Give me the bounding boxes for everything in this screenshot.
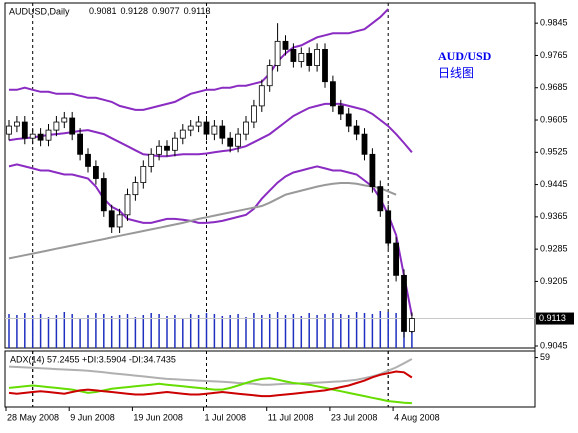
candle-body — [219, 125, 226, 139]
candle-body — [274, 40, 281, 66]
x-tick-label: 19 Jun 2008 — [133, 412, 183, 422]
candle-body — [195, 121, 202, 127]
candle-body — [361, 133, 368, 155]
y-tick-label: 0.9765 — [540, 50, 568, 60]
candle-body — [227, 137, 234, 147]
candle-body — [266, 65, 273, 87]
candle-body — [337, 105, 344, 115]
candle-body — [369, 153, 376, 187]
candle-body — [148, 153, 155, 167]
candle-body — [61, 117, 68, 123]
x-tick-label: 1 Jul 2008 — [205, 412, 247, 422]
candle-body — [179, 129, 186, 139]
ohlc-high: 0.9128 — [121, 6, 149, 16]
ohlc-values: 0.9081 0.9128 0.9077 0.9113 — [89, 6, 210, 16]
y-tick-label: 0.9845 — [540, 18, 568, 28]
sub-plot — [8, 358, 413, 405]
y-tick-label: 0.9605 — [540, 114, 568, 124]
x-tick-label: 4 Aug 2008 — [394, 412, 440, 422]
indicator-title: ADX(14) 57.2455 +DI:3.5904 -DI:34.7435 — [10, 354, 176, 364]
candle-body — [156, 145, 163, 155]
candle-body — [45, 129, 52, 141]
candle-body — [203, 121, 210, 135]
candle-body — [21, 121, 28, 139]
candle-body — [132, 182, 139, 196]
y-tick-label: 0.9445 — [540, 179, 568, 189]
x-tick-label: 28 May 2008 — [7, 412, 59, 422]
candle-body — [69, 117, 76, 135]
adx-line — [8, 358, 413, 386]
candle-body — [298, 53, 305, 62]
ohlc-low: 0.9077 — [152, 6, 180, 16]
y-tick-label: 0.9285 — [540, 244, 568, 254]
candle-body — [93, 166, 99, 179]
y-tick-label: 0.9045 — [540, 340, 568, 350]
x-tick-label: 11 Jul 2008 — [268, 412, 314, 422]
candle-body — [77, 133, 83, 155]
candle-body — [29, 133, 36, 139]
candle-body — [353, 125, 360, 135]
sub-y-tick-label: 59 — [540, 352, 550, 362]
candle-body — [408, 318, 415, 332]
candle-body — [164, 145, 170, 151]
candle-body — [385, 210, 392, 244]
candle-body — [100, 178, 107, 212]
y-tick-label: 0.9205 — [540, 276, 568, 286]
candle-body — [235, 133, 242, 147]
candle-body — [393, 242, 400, 276]
candle-body — [377, 186, 384, 212]
candle-body — [37, 133, 44, 141]
candle-body — [258, 85, 265, 107]
candle-body — [171, 137, 178, 151]
candle-body — [53, 121, 60, 131]
candle-body — [13, 121, 20, 127]
candle-body — [345, 113, 352, 127]
candle-body — [85, 153, 91, 167]
current-price-label: 0.9113 — [539, 313, 566, 323]
candle-body — [243, 121, 249, 135]
indicator-line — [9, 8, 389, 111]
y-tick-label: 0.9365 — [540, 211, 568, 221]
x-tick-label: 9 Jun 2008 — [70, 412, 115, 422]
candle-body — [108, 210, 115, 228]
indicator-line — [8, 163, 413, 316]
annotation: AUD/USD — [438, 49, 492, 63]
candle-body — [211, 125, 218, 135]
candle-body — [6, 125, 12, 135]
candle-body — [322, 49, 328, 83]
candle-body — [250, 105, 257, 123]
x-tick-label: 23 Jul 2008 — [331, 412, 378, 422]
candle-body — [124, 194, 131, 216]
candle-body — [282, 40, 289, 50]
chart-title: AUDUSD,Daily — [9, 6, 70, 16]
ohlc-open: 0.9081 — [89, 6, 117, 16]
candle-body — [329, 81, 336, 107]
candle-body — [306, 53, 313, 66]
candle-body — [401, 274, 407, 332]
candle-body — [140, 166, 147, 183]
main-plot — [5, 8, 535, 348]
candle-body — [187, 125, 194, 131]
ohlc-close: 0.9113 — [184, 6, 211, 16]
indicator-line — [8, 182, 397, 260]
indicator-line — [8, 102, 413, 158]
candle-body — [290, 49, 297, 62]
adx-line — [8, 370, 413, 398]
y-tick-label: 0.9525 — [540, 147, 568, 157]
candle-body — [314, 49, 321, 66]
candle-body — [116, 214, 123, 228]
current-price-box — [536, 312, 574, 325]
y-tick-label: 0.9685 — [540, 82, 568, 92]
annotation-sub: 日线图 — [438, 66, 474, 80]
